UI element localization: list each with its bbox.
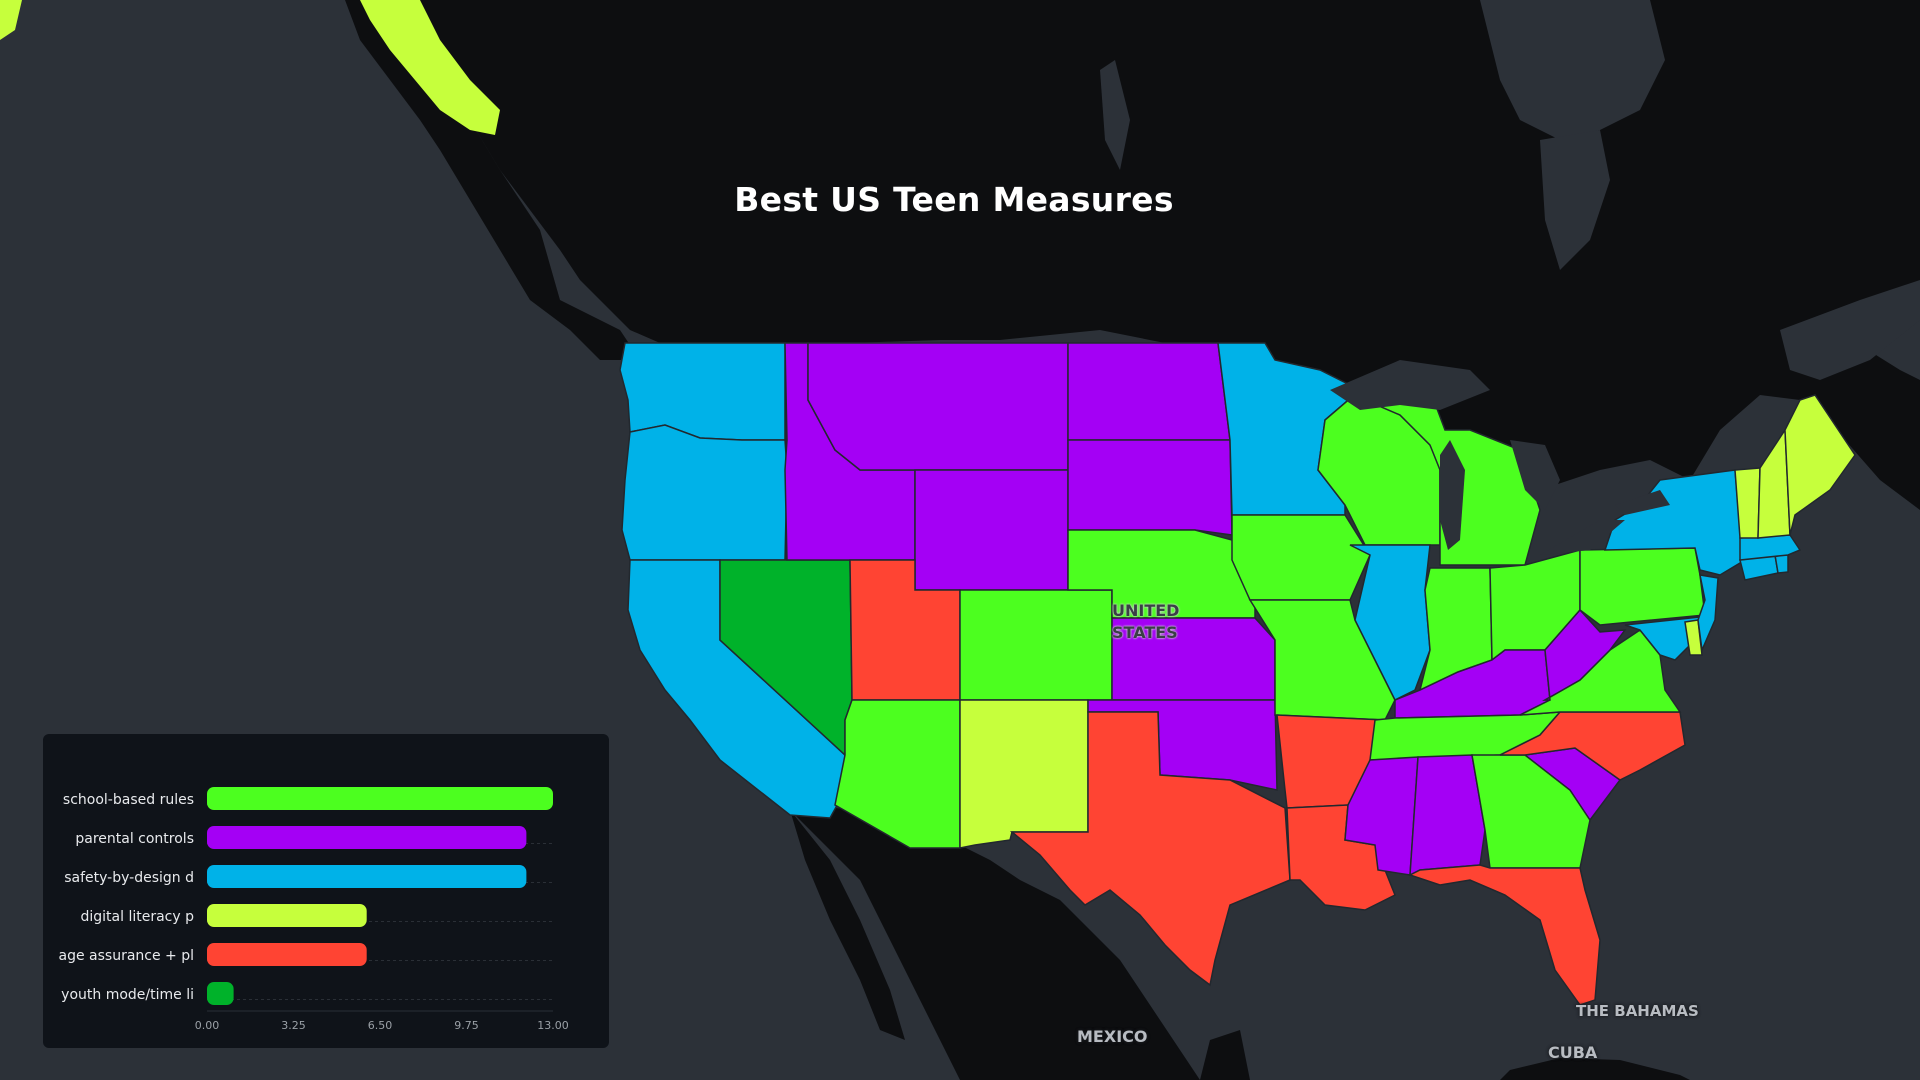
bar: [207, 982, 234, 1005]
state-WV[interactable]: [1542, 608, 1627, 701]
state-NM[interactable]: [959, 699, 1089, 849]
state-TX[interactable]: [1009, 711, 1291, 987]
state-DE[interactable]: [1684, 619, 1703, 656]
state-NJ[interactable]: [1697, 574, 1719, 653]
bar-label: parental controls: [75, 831, 194, 847]
state-ME[interactable]: [1784, 394, 1856, 536]
state-FL[interactable]: [1408, 864, 1601, 1006]
bar: [207, 865, 527, 888]
cuba: [1500, 1058, 1690, 1080]
state-AL[interactable]: [1409, 754, 1486, 877]
mexico-landmass: [780, 800, 1250, 1080]
state-CO[interactable]: [959, 589, 1113, 701]
x-tick-label: 13.00: [537, 1019, 569, 1032]
lake-winnipeg: [1100, 60, 1130, 170]
state-RI[interactable]: [1774, 554, 1789, 574]
label-mexico: MEXICO: [1077, 1027, 1148, 1046]
coastal-islands: [345, 0, 640, 360]
gulf-st-lawrence: [1780, 280, 1920, 380]
state-WY[interactable]: [914, 469, 1069, 591]
legend-bar-chart: school-based rules parental controls safet…: [59, 787, 569, 1032]
x-tick-label: 0.00: [195, 1019, 220, 1032]
bar: [207, 904, 367, 927]
state-PA[interactable]: [1579, 547, 1706, 626]
james-bay: [1540, 130, 1610, 270]
map-title: Best US Teen Measures: [734, 180, 1174, 219]
label-the-bahamas: THE BAHAMAS: [1576, 1002, 1699, 1020]
canada-lakes: [1100, 0, 1920, 380]
label-united-states: UNITED STATES: [1112, 601, 1180, 642]
alaska-edge: [0, 0, 22, 40]
state-IA[interactable]: [1231, 514, 1371, 601]
hudson-bay: [1480, 0, 1665, 140]
us-states: [619, 342, 1856, 1006]
label-cuba: CUBA: [1548, 1043, 1598, 1062]
bar: [207, 943, 367, 966]
great-lakes: [1330, 360, 1670, 555]
bar: [207, 787, 553, 810]
bar-label: safety-by-design d: [64, 870, 194, 886]
lake-erie: [1540, 520, 1625, 555]
bar-label: youth mode/time li: [61, 987, 194, 1003]
bar-label: digital literacy p: [81, 909, 195, 925]
x-tick-label: 9.75: [454, 1019, 479, 1032]
state-WA[interactable]: [619, 342, 786, 441]
state-ND[interactable]: [1067, 342, 1231, 441]
bar-label: school-based rules: [63, 792, 194, 808]
lake-ontario: [1615, 490, 1670, 515]
state-NC[interactable]: [1499, 711, 1686, 781]
lake-huron: [1510, 440, 1560, 510]
bar: [207, 826, 527, 849]
state-IL[interactable]: [1349, 544, 1431, 702]
lake-michigan: [1440, 440, 1465, 550]
lake-superior: [1330, 360, 1490, 410]
x-tick-label: 6.50: [368, 1019, 393, 1032]
baja-california: [790, 810, 905, 1040]
state-VT[interactable]: [1734, 467, 1761, 539]
x-tick-label: 3.25: [281, 1019, 306, 1032]
state-OR[interactable]: [621, 424, 788, 561]
state-MT[interactable]: [807, 342, 1069, 471]
legend-bar-chart-panel: school-based rules parental controls safet…: [43, 734, 609, 1048]
bar-label: age assurance + pl: [59, 948, 195, 964]
alaska-panhandle: [360, 0, 500, 135]
state-SD[interactable]: [1067, 439, 1233, 536]
